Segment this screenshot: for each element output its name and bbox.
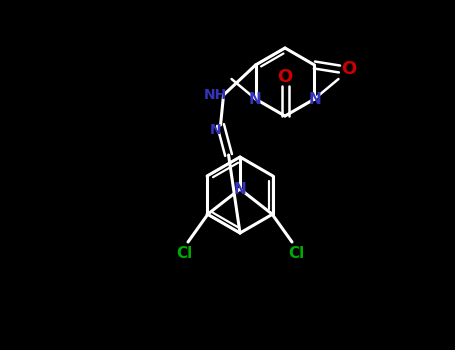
Text: Cl: Cl <box>176 246 192 261</box>
Text: O: O <box>341 60 356 78</box>
Text: NH: NH <box>204 88 227 102</box>
Text: N: N <box>210 123 222 137</box>
Text: N: N <box>248 91 261 106</box>
Text: Cl: Cl <box>288 246 304 261</box>
Text: N: N <box>309 91 322 106</box>
Text: O: O <box>278 68 293 86</box>
Text: N: N <box>233 182 246 196</box>
